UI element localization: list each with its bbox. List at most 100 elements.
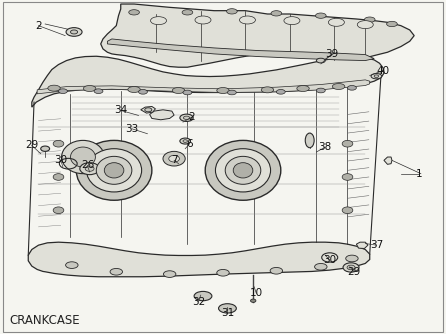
- Ellipse shape: [139, 90, 148, 94]
- Text: 29: 29: [347, 267, 361, 277]
- Ellipse shape: [70, 30, 78, 34]
- Ellipse shape: [76, 140, 152, 200]
- Ellipse shape: [80, 163, 99, 175]
- Ellipse shape: [53, 174, 64, 180]
- Ellipse shape: [314, 264, 327, 270]
- Ellipse shape: [41, 146, 50, 151]
- Polygon shape: [28, 242, 370, 277]
- Text: 40: 40: [376, 65, 390, 75]
- Text: 30: 30: [54, 155, 67, 165]
- Ellipse shape: [83, 86, 96, 92]
- Ellipse shape: [145, 108, 152, 112]
- Ellipse shape: [271, 11, 282, 16]
- Text: 30: 30: [323, 255, 336, 265]
- Ellipse shape: [110, 269, 123, 275]
- Ellipse shape: [215, 149, 271, 192]
- Ellipse shape: [374, 75, 379, 77]
- Ellipse shape: [87, 149, 142, 192]
- Ellipse shape: [346, 255, 358, 262]
- Ellipse shape: [342, 174, 353, 180]
- Text: 38: 38: [318, 142, 332, 152]
- Ellipse shape: [277, 90, 285, 94]
- Ellipse shape: [219, 304, 236, 313]
- Ellipse shape: [48, 85, 60, 91]
- Ellipse shape: [70, 147, 95, 167]
- Ellipse shape: [357, 21, 373, 29]
- Ellipse shape: [85, 166, 94, 171]
- Text: 2: 2: [189, 112, 195, 122]
- Ellipse shape: [347, 265, 355, 270]
- Ellipse shape: [163, 271, 176, 278]
- Polygon shape: [107, 39, 374, 60]
- Text: 29: 29: [25, 140, 38, 150]
- Ellipse shape: [387, 21, 397, 27]
- Polygon shape: [37, 80, 370, 94]
- Text: 32: 32: [192, 297, 205, 307]
- Ellipse shape: [205, 140, 281, 200]
- Polygon shape: [356, 242, 368, 248]
- Ellipse shape: [342, 207, 353, 213]
- Text: 39: 39: [325, 49, 339, 59]
- Ellipse shape: [53, 207, 64, 213]
- Text: CRANKCASE: CRANKCASE: [9, 314, 80, 327]
- Polygon shape: [101, 4, 414, 67]
- Text: 1: 1: [415, 169, 422, 179]
- Polygon shape: [73, 152, 96, 168]
- Ellipse shape: [305, 133, 314, 148]
- Ellipse shape: [261, 87, 274, 93]
- Ellipse shape: [182, 10, 193, 15]
- Ellipse shape: [270, 268, 283, 274]
- Text: 10: 10: [250, 288, 263, 298]
- Ellipse shape: [128, 87, 140, 93]
- Ellipse shape: [371, 73, 382, 79]
- Ellipse shape: [328, 18, 344, 26]
- Ellipse shape: [66, 28, 82, 36]
- Ellipse shape: [240, 16, 256, 24]
- Text: 31: 31: [221, 308, 234, 318]
- Ellipse shape: [297, 86, 309, 92]
- Text: 6: 6: [186, 139, 193, 149]
- Ellipse shape: [347, 86, 356, 90]
- Ellipse shape: [284, 17, 300, 25]
- Ellipse shape: [66, 262, 78, 269]
- Ellipse shape: [183, 140, 187, 142]
- Ellipse shape: [151, 17, 166, 25]
- Ellipse shape: [194, 291, 212, 301]
- Ellipse shape: [332, 84, 345, 90]
- Text: 33: 33: [125, 124, 138, 134]
- Polygon shape: [141, 107, 155, 113]
- Ellipse shape: [316, 88, 325, 93]
- Ellipse shape: [172, 88, 185, 94]
- Ellipse shape: [53, 140, 64, 147]
- Ellipse shape: [225, 156, 261, 184]
- Ellipse shape: [316, 58, 325, 63]
- Ellipse shape: [183, 90, 192, 95]
- Polygon shape: [150, 110, 174, 120]
- Ellipse shape: [96, 156, 132, 184]
- Ellipse shape: [195, 16, 211, 24]
- Ellipse shape: [169, 155, 179, 162]
- Polygon shape: [32, 56, 384, 107]
- Text: 34: 34: [114, 106, 128, 116]
- Ellipse shape: [94, 89, 103, 94]
- Ellipse shape: [227, 9, 237, 14]
- Ellipse shape: [364, 17, 375, 22]
- Polygon shape: [384, 157, 392, 164]
- Ellipse shape: [129, 10, 140, 15]
- Ellipse shape: [62, 140, 104, 174]
- Text: 37: 37: [370, 240, 383, 250]
- Ellipse shape: [217, 270, 229, 276]
- Text: 26: 26: [81, 160, 94, 170]
- Ellipse shape: [58, 89, 67, 94]
- Ellipse shape: [342, 140, 353, 147]
- Ellipse shape: [217, 88, 229, 94]
- Ellipse shape: [315, 13, 326, 18]
- Ellipse shape: [343, 263, 359, 272]
- Ellipse shape: [251, 299, 256, 302]
- Ellipse shape: [233, 163, 253, 178]
- Text: 2: 2: [35, 21, 42, 31]
- Ellipse shape: [180, 138, 190, 144]
- Ellipse shape: [227, 90, 236, 95]
- Ellipse shape: [163, 151, 185, 166]
- Ellipse shape: [183, 116, 190, 120]
